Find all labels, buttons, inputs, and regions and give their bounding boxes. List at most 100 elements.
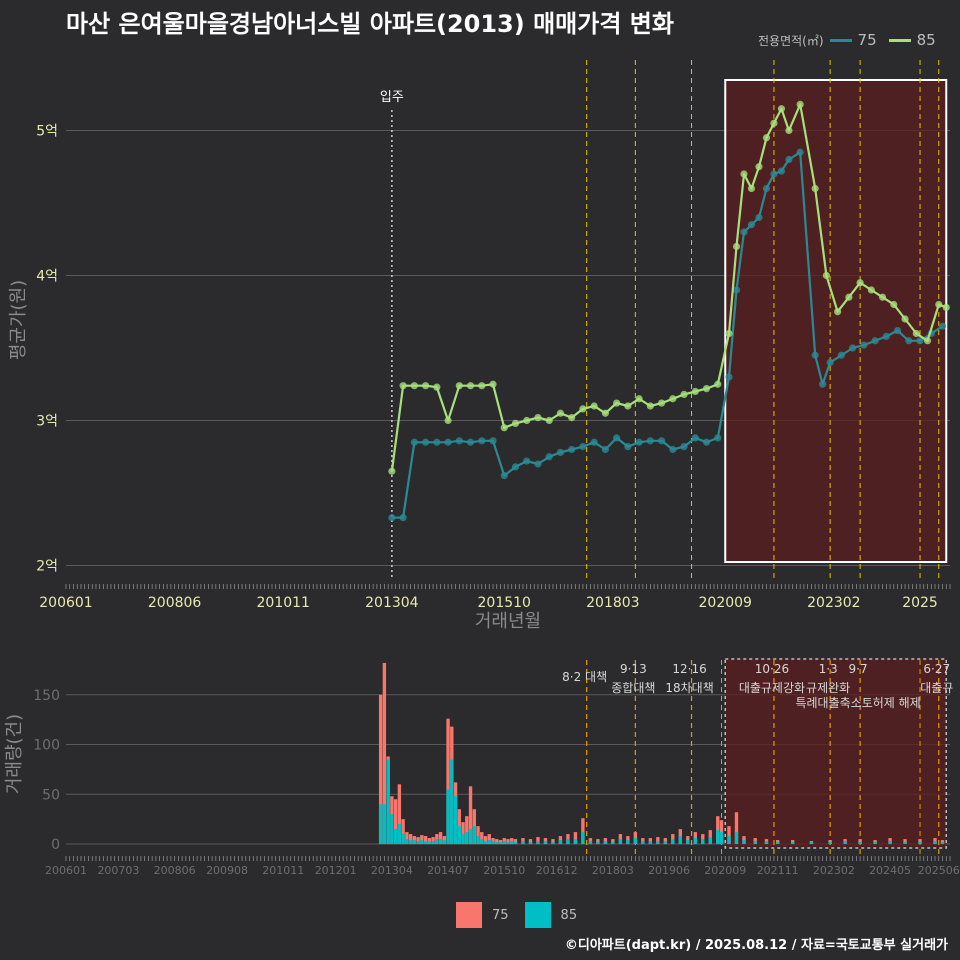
price-point-75: [777, 167, 786, 175]
vol-bar-85: [487, 840, 491, 845]
vol-bar-85: [663, 841, 668, 845]
y-tick-label: 3억: [36, 414, 58, 430]
vol-bar-85: [671, 839, 675, 845]
vol-x-tick-label: 202302: [813, 864, 855, 877]
vol-bar-75: [465, 816, 469, 845]
policy-date-label: 10·26: [755, 662, 789, 676]
price-point-85: [388, 467, 396, 475]
policy-date-label: 8·2 대책: [562, 669, 607, 684]
vol-x-tick-label: 200908: [206, 864, 248, 877]
legend-title: 전용면적(㎡): [758, 33, 824, 48]
vol-bar-85: [378, 804, 383, 845]
vol-bar-85: [476, 836, 480, 845]
price-point-85: [613, 399, 621, 407]
vol-x-tick-label: 201011: [262, 864, 304, 877]
vol-bar-85: [678, 836, 682, 845]
price-point-85: [740, 170, 748, 178]
vol-bar-85: [873, 842, 877, 845]
vol-bar-85: [461, 834, 465, 845]
price-point-75: [849, 344, 857, 352]
price-point-75: [646, 437, 654, 445]
vol-bar-75: [438, 832, 443, 845]
price-point-85: [935, 300, 943, 309]
price-point-75: [399, 514, 407, 522]
price-point-85: [822, 271, 830, 280]
vol-bar-75: [727, 826, 731, 845]
vol-bar-85: [626, 840, 630, 845]
vol-bar-85: [588, 841, 593, 845]
vol-bar-85: [423, 841, 428, 845]
price-point-75: [421, 438, 430, 446]
price-point-75: [762, 184, 771, 193]
price-point-85: [556, 409, 565, 417]
vol-bar-85: [453, 796, 458, 845]
vol-bar-85: [764, 841, 769, 845]
vol-bar-85: [480, 839, 484, 845]
price-point-75: [916, 337, 924, 345]
price-point-85: [770, 119, 778, 127]
price-point-85: [489, 380, 497, 388]
price-point-75: [624, 443, 632, 451]
vol-bar-85: [888, 841, 892, 845]
legend-vol-label-85: 85: [560, 907, 578, 923]
policy-date-label: 6·27: [923, 662, 950, 676]
vol-bar-75: [378, 694, 383, 845]
price-point-75: [444, 438, 452, 446]
price-point-75: [882, 332, 890, 340]
price-point-85: [755, 163, 763, 171]
vol-bar-75: [382, 662, 387, 845]
vol-bar-75: [858, 839, 862, 845]
price-point-85: [478, 382, 486, 390]
price-point-85: [942, 303, 950, 311]
vol-x-tick-label: 202111: [757, 864, 799, 877]
vol-bar-85: [420, 840, 424, 845]
vol-bar-85: [528, 842, 533, 845]
price-point-75: [657, 437, 666, 445]
price-point-75: [811, 351, 819, 359]
price-point-75: [860, 341, 868, 349]
vol-bar-85: [828, 842, 832, 845]
vol-bar-75: [423, 836, 428, 845]
vol-bar-85: [843, 841, 847, 845]
vol-y-tick-label: 100: [33, 738, 60, 754]
vol-bar-85: [641, 841, 645, 845]
price-point-85: [796, 100, 804, 108]
y-tick-label: 4억: [36, 269, 58, 285]
legend-vol-label-75: 75: [492, 907, 509, 923]
vol-y-axis-title: 거래량(건): [4, 714, 25, 794]
price-point-75: [556, 448, 565, 456]
vol-bar-85: [495, 842, 499, 845]
price-point-75: [938, 322, 947, 330]
x-tick-label: 201304: [365, 595, 419, 611]
price-chart: 2억 3억 4억 5억 입주 200601 200806 201011 201304 201510…: [8, 60, 951, 632]
vol-bar-85: [708, 837, 712, 845]
price-point-85: [466, 382, 475, 390]
price-point-85: [834, 308, 842, 316]
x-axis-title: 거래년월: [475, 611, 541, 632]
vol-bar-85: [393, 829, 398, 845]
vol-bar-85: [465, 832, 469, 845]
policy-name-label: 대출규: [920, 681, 953, 695]
vol-bar-85: [382, 804, 387, 845]
price-point-75: [388, 514, 396, 522]
x-tick-label: 2025: [902, 595, 938, 611]
vol-bar-85: [502, 841, 506, 845]
x-tick-label: 200806: [148, 595, 202, 611]
vol-bar-75: [551, 839, 555, 845]
vol-bar-85: [701, 839, 705, 845]
price-point-75: [740, 228, 748, 236]
price-point-85: [714, 380, 722, 388]
vol-bar-85: [581, 832, 585, 845]
x-tick-label: 202009: [699, 595, 752, 611]
x-tick-label: 201510: [478, 595, 531, 611]
vol-bar-85: [633, 838, 638, 845]
vol-bar-85: [903, 842, 907, 845]
price-point-85: [669, 395, 677, 403]
x-tick-label: 202302: [807, 595, 860, 611]
vol-bar-85: [611, 842, 615, 845]
price-point-75: [826, 358, 834, 367]
policy-date-label: 9·7: [849, 662, 868, 676]
price-point-85: [433, 383, 441, 391]
legend-label-85: 85: [916, 31, 936, 49]
